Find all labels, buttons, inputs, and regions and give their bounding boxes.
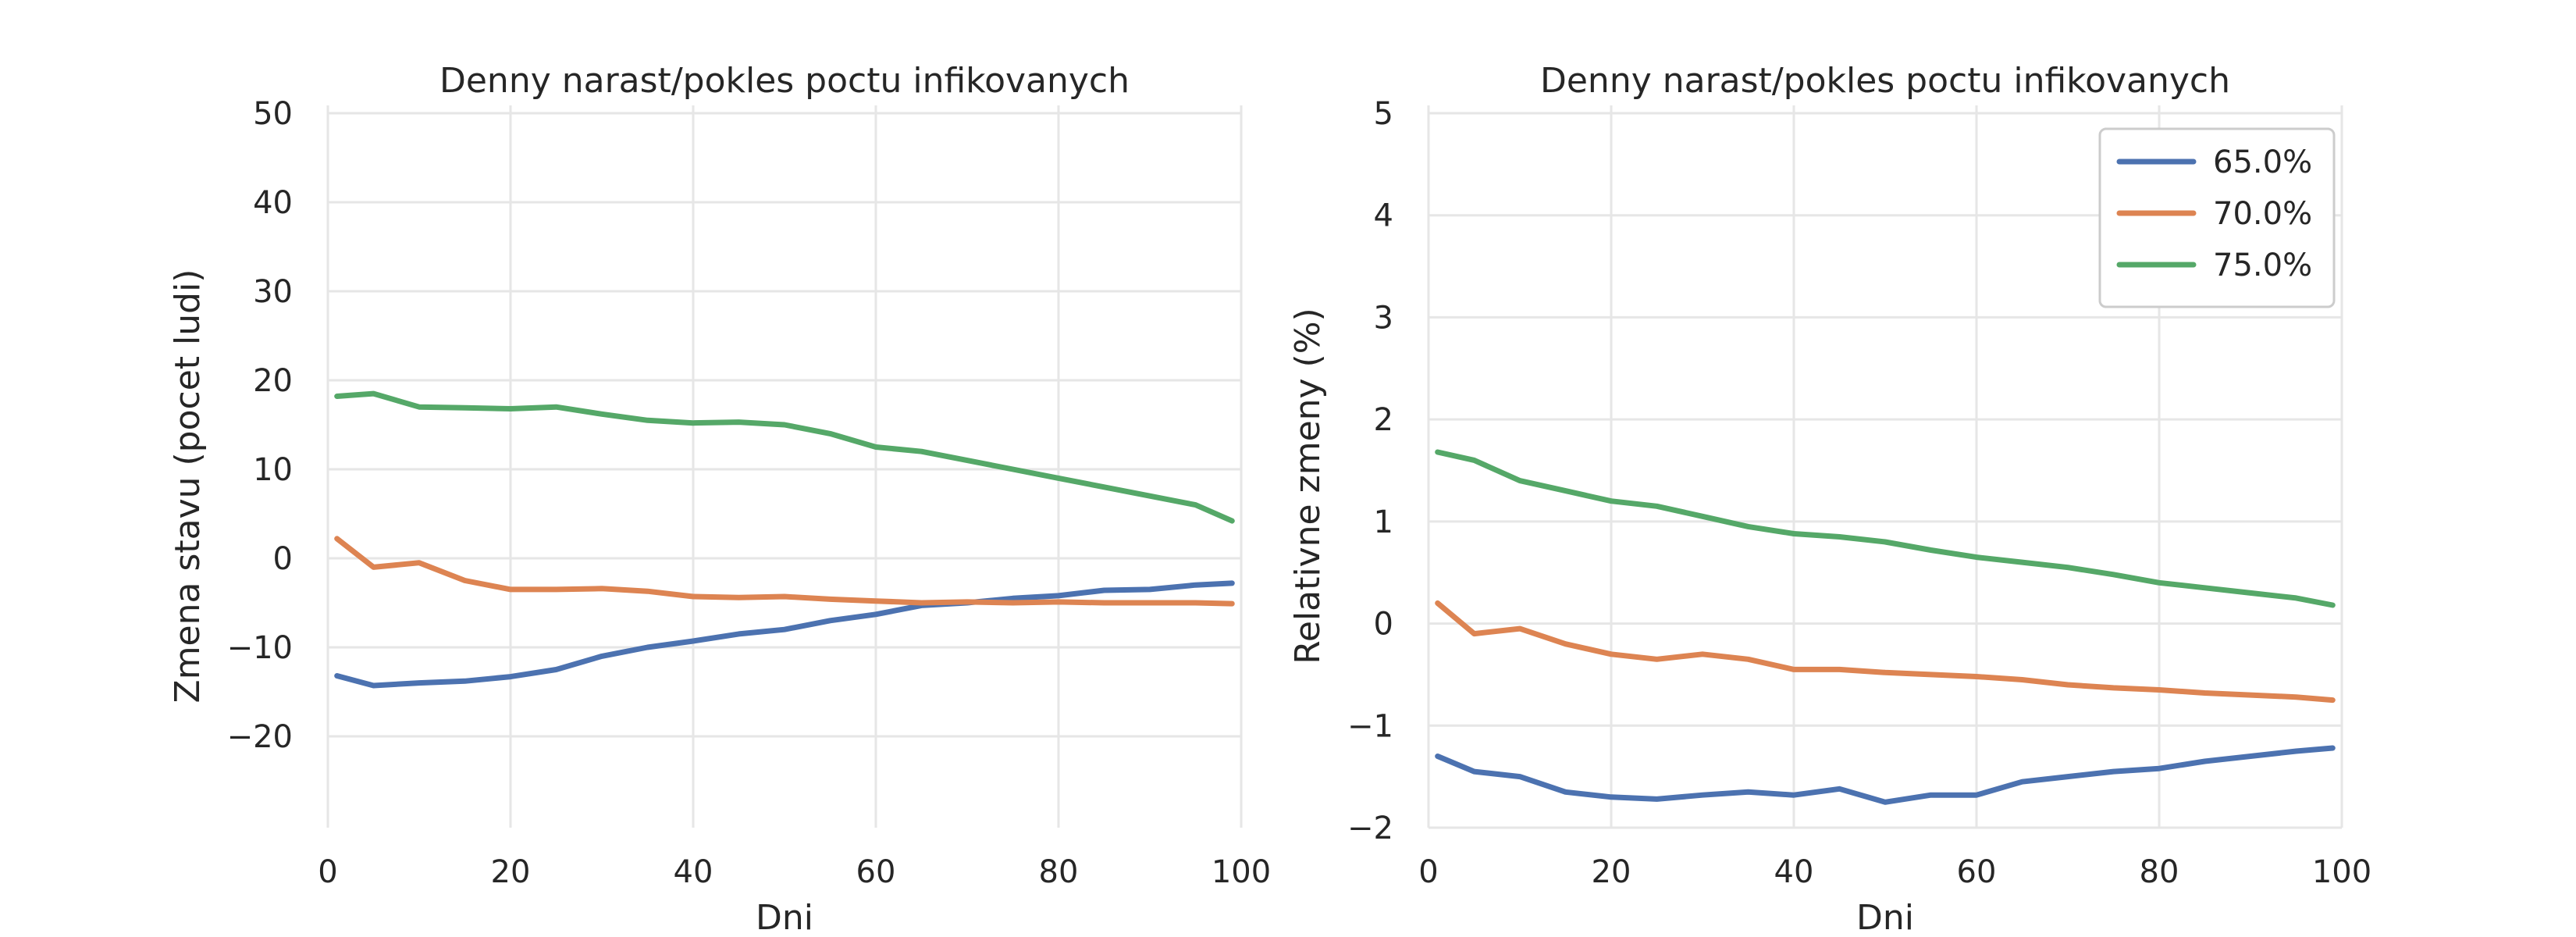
x-tick-label: 0 [318,854,337,890]
series-line-3 [1435,449,2336,608]
x-tick-label: 60 [856,854,896,890]
x-axis-label: Dni [756,898,813,937]
y-tick-label: −2 [1347,811,1393,846]
y-tick-label: 1 [1374,504,1393,540]
y-tick-label: 2 [1374,402,1393,438]
x-tick-label: 40 [1774,854,1814,890]
y-axis-label: Zmena stavu (pocet ludi) [168,269,208,704]
legend-label: 70.0% [2213,196,2312,232]
chart-title: Denny narast/pokles poctu infikovanych [1540,61,2230,101]
legend: 65.0% 70.0% 75.0% [2098,127,2336,308]
y-tick-label: 0 [1374,607,1393,643]
y-tick-label: 4 [1374,198,1393,234]
x-tick-label: 60 [1957,854,1997,890]
y-tick-label: −20 [227,719,293,755]
x-tick-label: 20 [491,854,531,890]
chart-panel-2: 0 20 40 60 80 100 −2 −1 0 1 2 3 4 5 Denny narast/pokle… [1288,61,2371,937]
y-tick-label: −1 [1347,708,1393,744]
y-tick-label: 40 [253,185,293,221]
legend-label: 75.0% [2213,248,2312,283]
y-tick-label: 3 [1374,300,1393,336]
x-tick-label: 80 [2140,854,2179,890]
y-tick-label: 30 [253,274,293,310]
x-tick-label: 100 [1212,854,1271,890]
y-axis-label: Relativne zmeny (%) [1288,308,1328,664]
y-tick-label: −10 [227,630,293,666]
chart-panel-1: 0 20 40 60 80 100 −20 −10 0 10 20 30 40 50 Denny naras… [168,61,1271,937]
x-tick-label: 40 [674,854,713,890]
series-line-1 [1435,745,2336,805]
y-tick-label: 0 [273,541,293,577]
y-tick-label: 5 [1374,96,1393,132]
series-line-1 [334,580,1235,689]
x-tick-label: 80 [1039,854,1079,890]
y-tick-label: 50 [253,96,293,132]
x-tick-label: 100 [2312,854,2371,890]
x-axis-label: Dni [1856,898,1914,937]
y-tick-label: 20 [253,363,293,399]
series-line-3 [334,390,1235,524]
chart-title: Denny narast/pokles poctu infikovanych [439,61,1130,101]
series-line-2 [1435,600,2336,704]
series-line-2 [334,536,1235,607]
x-tick-label: 20 [1592,854,1631,890]
x-tick-label: 0 [1418,854,1438,890]
legend-label: 65.0% [2213,144,2312,180]
y-tick-label: 10 [253,452,293,488]
